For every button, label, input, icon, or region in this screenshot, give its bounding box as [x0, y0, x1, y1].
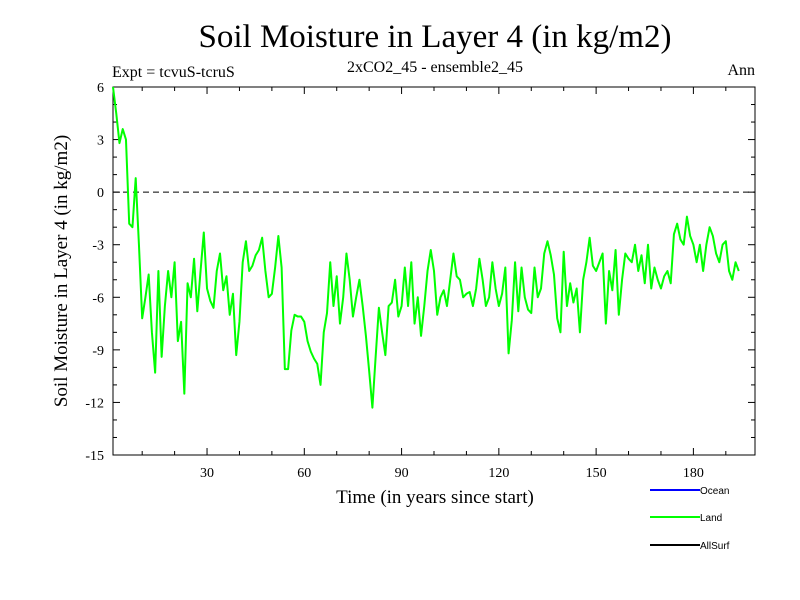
x-tick-label: 30	[200, 466, 214, 481]
chart-title: Soil Moisture in Layer 4 (in kg/m2)	[199, 19, 672, 55]
axis-ticks	[113, 86, 755, 456]
legend: Ocean Land AllSurf	[650, 486, 730, 552]
chart-subtitle: 2xCO2_45 - ensemble2_45	[347, 59, 523, 76]
x-tick-label: 180	[683, 466, 704, 481]
chart-experiment-label: Expt = tcvuS-tcruS	[112, 64, 235, 81]
x-tick-label: 120	[488, 466, 509, 481]
y-tick-label: 6	[97, 81, 104, 96]
legend-label-ocean: Ocean	[700, 486, 729, 497]
y-tick-label: -3	[92, 239, 104, 254]
x-tick-label: 150	[586, 466, 607, 481]
legend-label-land: Land	[700, 513, 722, 524]
series-line-land	[112, 86, 740, 409]
y-tick-label: 0	[97, 186, 104, 201]
x-axis-label: Time (in years since start)	[336, 487, 534, 508]
x-tick-label: 60	[297, 466, 311, 481]
y-tick-label: -6	[92, 291, 104, 306]
x-tick-label: 90	[395, 466, 409, 481]
y-tick-label: -12	[85, 396, 104, 411]
chart-period-label: Ann	[727, 62, 755, 79]
y-tick-label: -15	[85, 449, 104, 464]
y-tick-label: -9	[92, 344, 104, 359]
y-tick-label: 3	[97, 134, 104, 149]
y-axis-label: Soil Moisture in Layer 4 (in kg/m2)	[51, 135, 72, 407]
legend-label-allsurf: AllSurf	[700, 541, 730, 552]
